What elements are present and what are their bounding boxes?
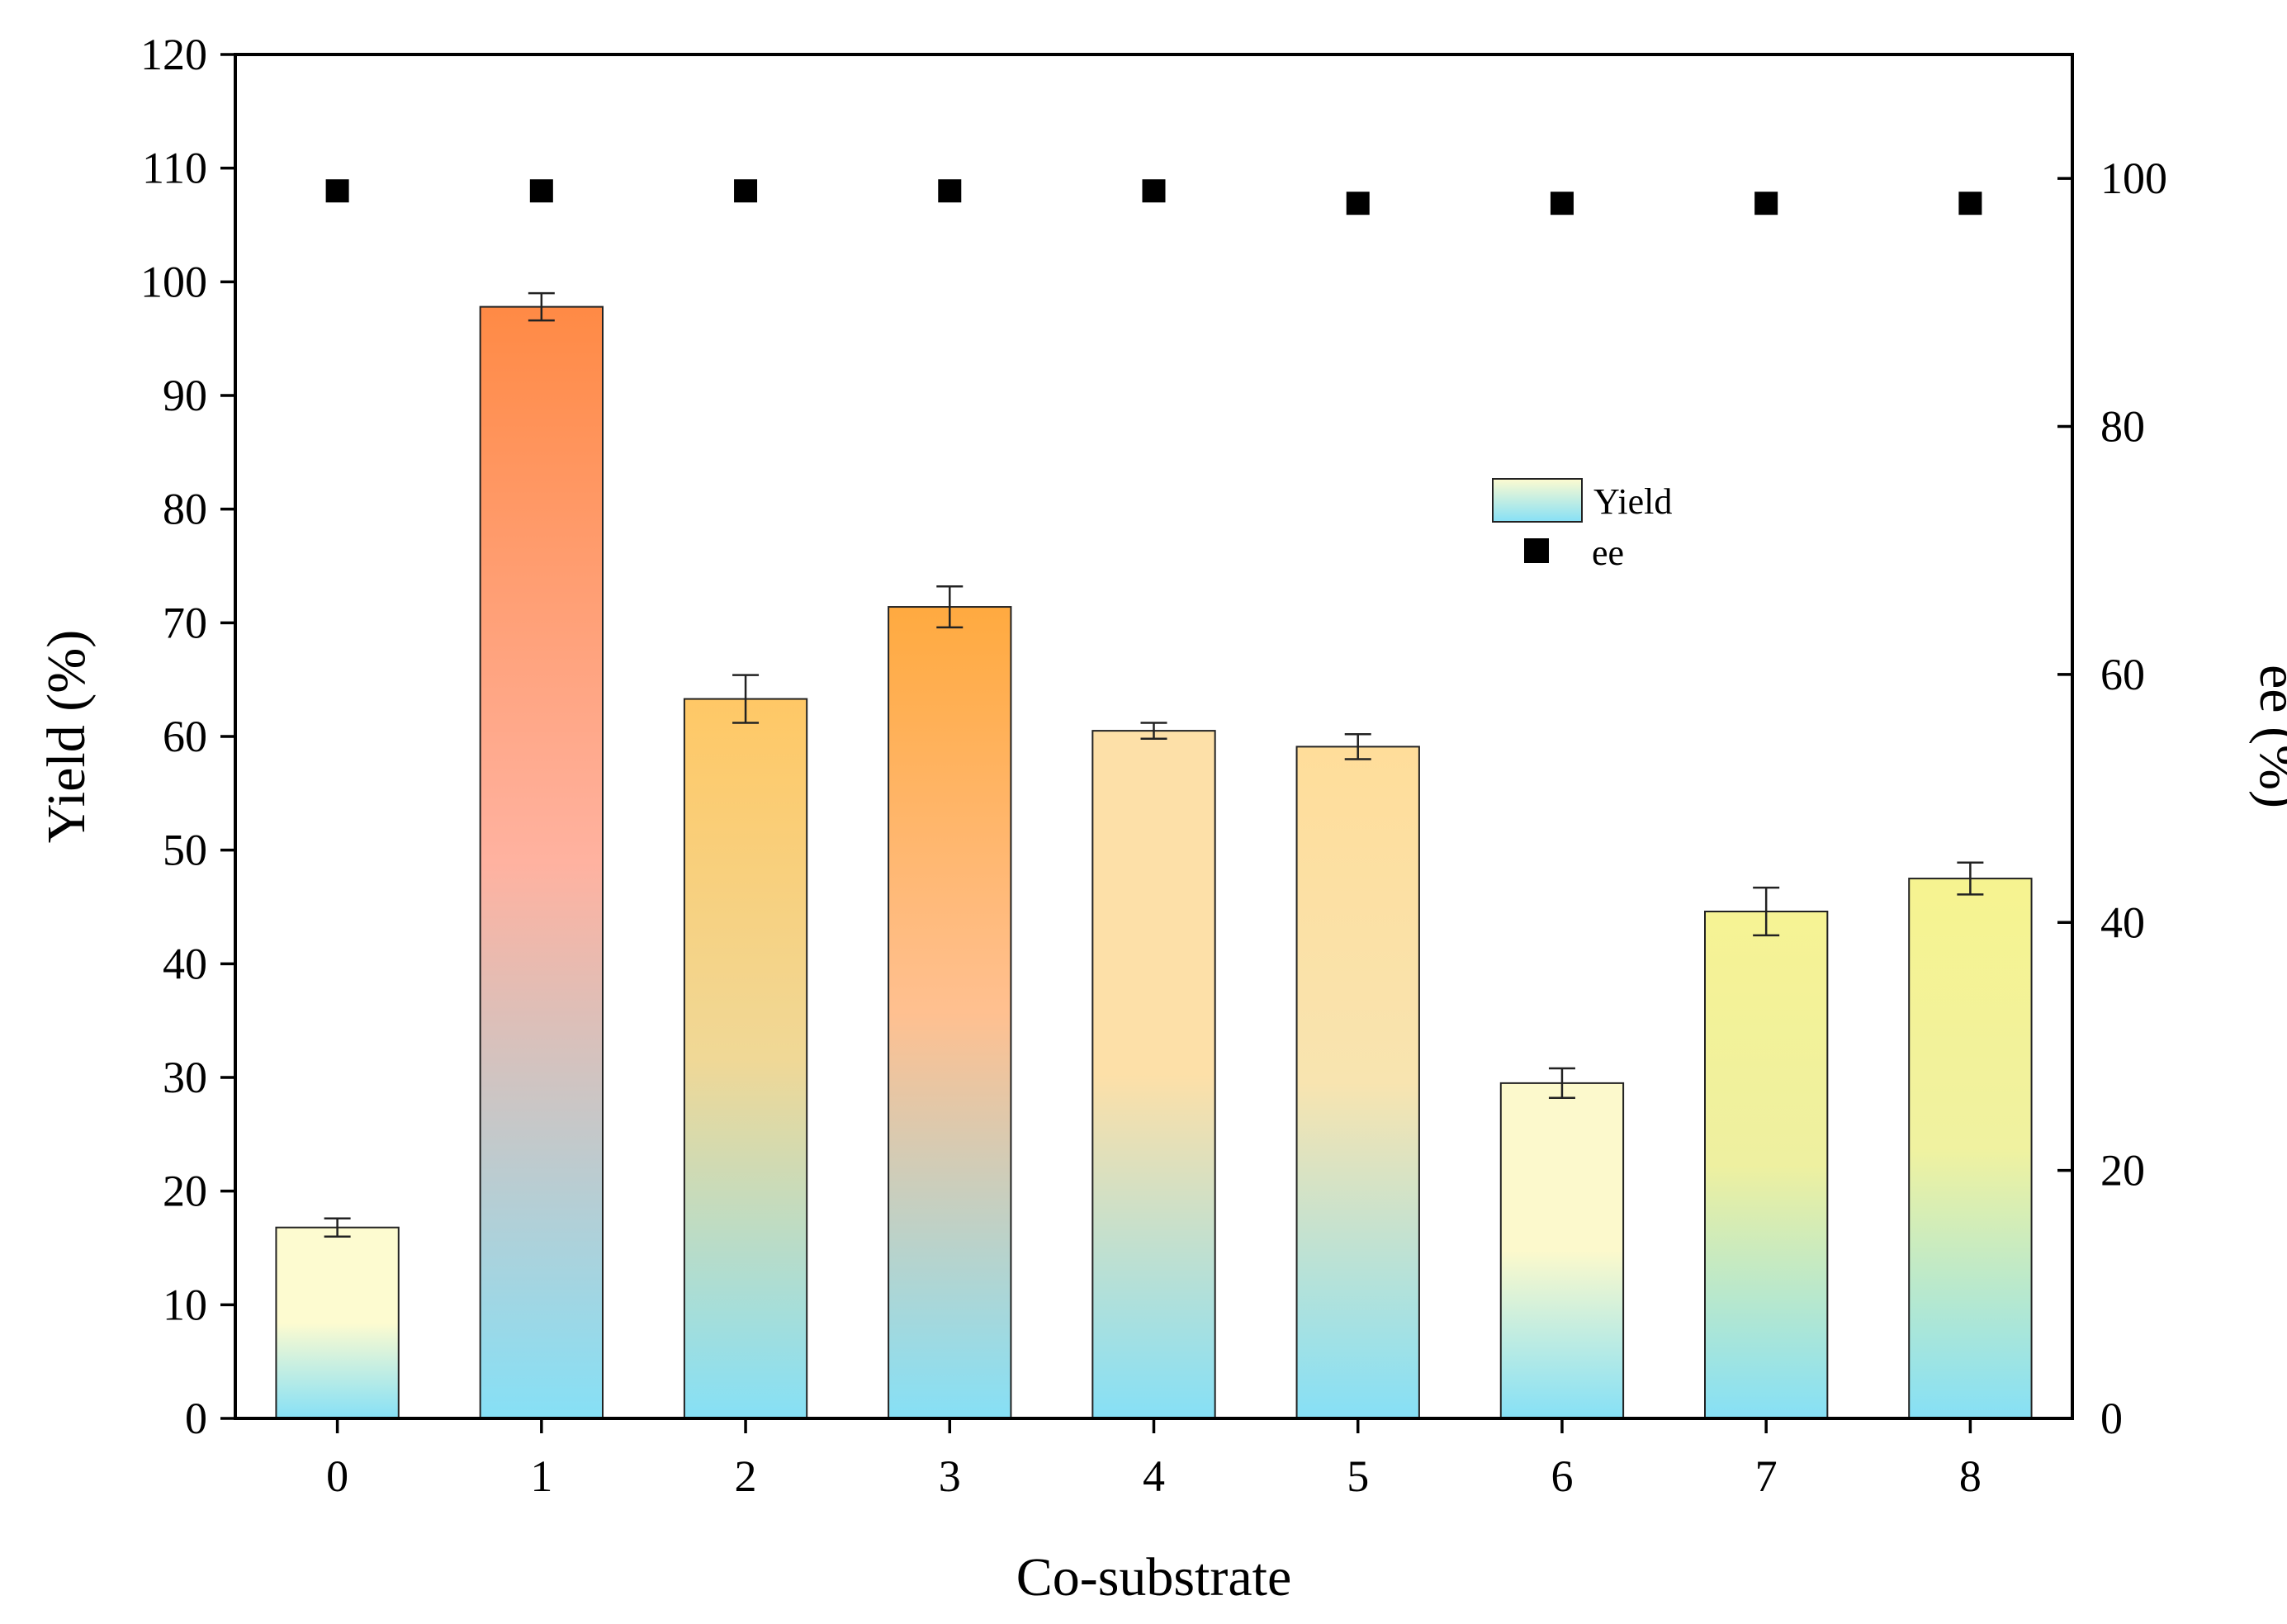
left-tick-label: 70	[163, 598, 207, 647]
legend-ee-label: ee	[1592, 533, 1624, 573]
legend-yield-label: Yield	[1593, 481, 1672, 522]
bar-yield-4	[1091, 730, 1216, 1419]
marker-ee-0	[325, 179, 349, 203]
left-tick-label: 60	[163, 712, 207, 761]
right-y-axis-title: ee (%)	[2248, 665, 2287, 808]
left-tick-label: 10	[163, 1280, 207, 1329]
right-tick-label: 80	[2100, 402, 2145, 452]
error-bar-4	[1140, 722, 1167, 741]
left-tick-label: 20	[163, 1167, 207, 1216]
right-y-axis-ticks: 0 20 40 60 80 100	[2057, 154, 2167, 1443]
legend: Yield ee	[1492, 478, 1672, 573]
marker-ee-6	[1550, 192, 1574, 215]
x-tick-label: 6	[1551, 1451, 1573, 1501]
left-y-axis-ticks: 0 10 20 30 40 50 60 70 80 90 100 110 120	[140, 30, 235, 1443]
error-bar-6	[1548, 1067, 1575, 1100]
error-bars	[324, 291, 1984, 1238]
left-tick-label: 100	[140, 257, 207, 306]
error-bar-5	[1344, 732, 1371, 760]
left-tick-label: 50	[163, 826, 207, 875]
x-tick-label: 2	[735, 1451, 757, 1501]
bar-yield-7	[1704, 911, 1829, 1420]
x-axis-ticks: 0 1 2 3 4 5 6 7 8	[326, 1418, 1982, 1501]
marker-ee-3	[938, 179, 962, 203]
bar-series-yield	[275, 305, 2033, 1420]
marker-ee-7	[1754, 192, 1778, 215]
bar-yield-0	[275, 1226, 400, 1419]
error-bar-0	[324, 1217, 351, 1238]
x-tick-label: 8	[1959, 1451, 1982, 1501]
marker-ee-1	[529, 179, 553, 203]
right-tick-label: 0	[2100, 1394, 2123, 1443]
x-tick-label: 5	[1347, 1451, 1369, 1501]
bar-yield-8	[1908, 878, 2033, 1420]
bar-yield-6	[1499, 1082, 1625, 1419]
x-tick-label: 1	[530, 1451, 552, 1501]
right-tick-label: 40	[2100, 897, 2145, 947]
right-tick-label: 100	[2100, 154, 2167, 203]
bar-yield-3	[888, 606, 1012, 1419]
marker-ee-8	[1958, 192, 1982, 215]
left-tick-label: 0	[185, 1394, 207, 1443]
marker-ee-4	[1142, 179, 1166, 203]
error-bar-3	[936, 585, 964, 629]
left-y-axis-title: Yield (%)	[36, 630, 97, 843]
legend-ee-marker	[1524, 538, 1549, 563]
right-tick-label: 60	[2100, 650, 2145, 699]
left-tick-label: 90	[163, 371, 207, 420]
x-tick-label: 0	[326, 1451, 348, 1501]
left-tick-label: 30	[163, 1053, 207, 1102]
right-tick-label: 20	[2100, 1146, 2145, 1196]
bar-yield-2	[683, 698, 808, 1419]
scatter-series-ee	[325, 179, 1982, 215]
x-tick-label: 7	[1755, 1451, 1778, 1501]
error-bar-7	[1753, 886, 1780, 937]
error-bar-1	[528, 291, 555, 322]
legend-yield-swatch	[1492, 478, 1583, 523]
bar-yield-1	[479, 305, 604, 1419]
bar-yield-5	[1295, 746, 1420, 1419]
marker-ee-2	[734, 179, 758, 203]
x-axis-title: Co-substrate	[1016, 1547, 1292, 1607]
x-tick-label: 3	[939, 1451, 961, 1501]
error-bar-2	[732, 674, 760, 724]
marker-ee-5	[1346, 192, 1370, 215]
x-tick-label: 4	[1143, 1451, 1165, 1501]
left-tick-label: 80	[163, 485, 207, 534]
left-tick-label: 40	[163, 939, 207, 988]
left-tick-label: 110	[142, 144, 207, 193]
error-bar-8	[1957, 861, 1984, 896]
left-tick-label: 120	[140, 30, 207, 79]
